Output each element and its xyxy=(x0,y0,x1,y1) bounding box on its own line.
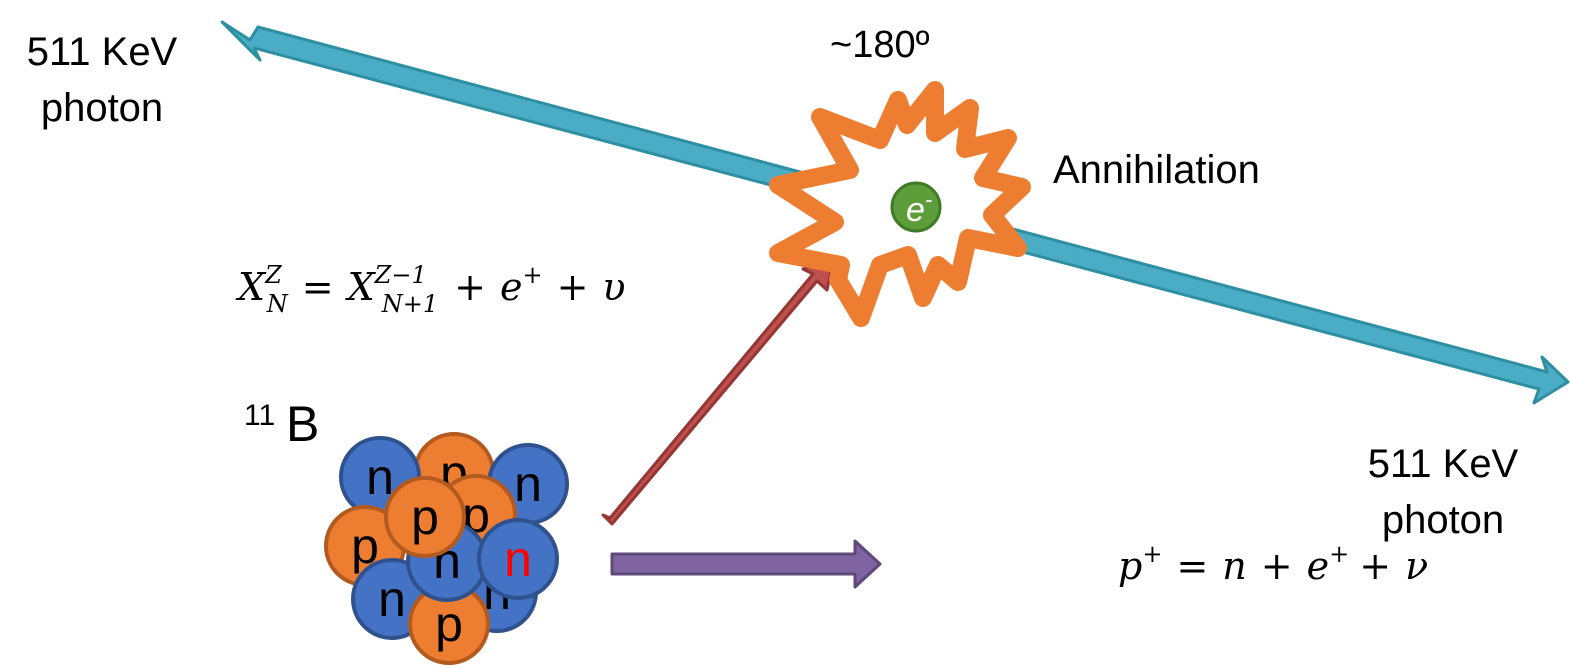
nucleon-label: n xyxy=(366,449,394,505)
nucleon-label: n xyxy=(378,571,406,627)
nucleon-label: p xyxy=(435,596,463,652)
photon-right-label-line1: 511 KeV xyxy=(1368,442,1519,486)
positron-arrow xyxy=(601,255,836,526)
nucleus: p n n p p n n p xyxy=(324,432,569,665)
beta-plus-decay-equation: XZ N = XZ−1 N+1 + e+ + υ xyxy=(235,261,626,318)
highlighted-neutron-label: n xyxy=(504,531,532,587)
electron-label: e- xyxy=(906,187,932,229)
angle-label: ~180º xyxy=(830,24,930,66)
photon-left-label-line1: 511 KeV xyxy=(27,30,178,74)
isotope-mass-number: 11 xyxy=(244,399,275,432)
nucleon-label: p xyxy=(411,489,439,545)
electron-circle xyxy=(890,181,942,233)
annihilation-label: Annihilation xyxy=(1053,148,1260,192)
proton-conversion-equation: p+ = n + e+ + ν xyxy=(1118,540,1428,588)
nucleon-proton: p xyxy=(384,476,466,558)
electron: e- xyxy=(890,181,942,233)
nucleon-label: n xyxy=(514,456,542,512)
decay-arrow xyxy=(610,539,882,589)
positron-arrow-shape xyxy=(601,255,836,526)
photon-right-label-line2: photon xyxy=(1382,498,1504,542)
isotope-symbol: B xyxy=(286,396,319,452)
nucleon-neutron-highlighted: n xyxy=(477,518,559,600)
photon-left-label-line2: photon xyxy=(41,86,163,130)
decay-arrow-shape xyxy=(610,539,882,589)
